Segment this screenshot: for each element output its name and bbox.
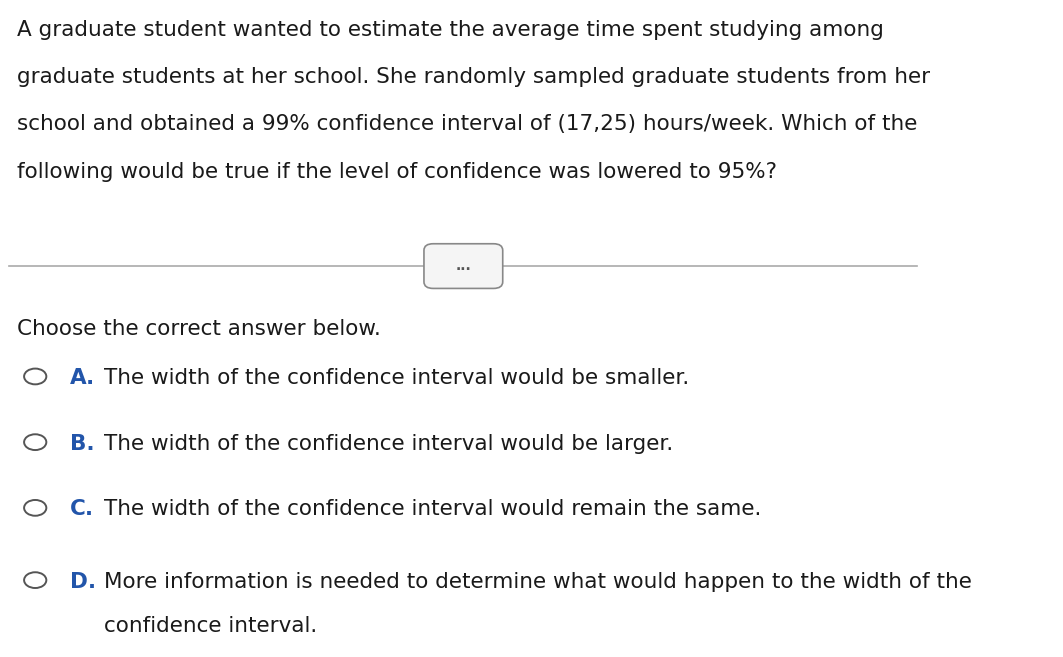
Text: graduate students at her school. She randomly sampled graduate students from her: graduate students at her school. She ran…: [17, 67, 930, 87]
Text: More information is needed to determine what would happen to the width of the: More information is needed to determine …: [104, 572, 972, 591]
Text: following would be true if the level of confidence was lowered to 95%?: following would be true if the level of …: [17, 162, 777, 181]
Text: C.: C.: [69, 499, 94, 519]
Text: D.: D.: [69, 572, 96, 591]
Text: confidence interval.: confidence interval.: [104, 616, 317, 636]
Text: Choose the correct answer below.: Choose the correct answer below.: [17, 319, 381, 338]
Text: A graduate student wanted to estimate the average time spent studying among: A graduate student wanted to estimate th…: [17, 20, 883, 39]
Text: B.: B.: [69, 434, 95, 453]
Text: The width of the confidence interval would remain the same.: The width of the confidence interval wou…: [104, 499, 761, 519]
Text: The width of the confidence interval would be smaller.: The width of the confidence interval wou…: [104, 368, 689, 388]
FancyBboxPatch shape: [424, 244, 503, 288]
Text: A.: A.: [69, 368, 95, 388]
Text: school and obtained a 99% confidence interval of (17,25) hours/week. Which of th: school and obtained a 99% confidence int…: [17, 114, 917, 134]
Text: The width of the confidence interval would be larger.: The width of the confidence interval wou…: [104, 434, 673, 453]
Text: ...: ...: [455, 259, 471, 273]
